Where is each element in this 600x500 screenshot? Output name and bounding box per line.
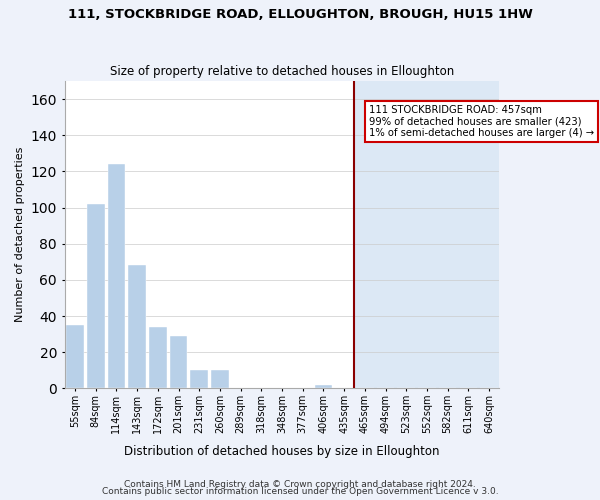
Y-axis label: Number of detached properties: Number of detached properties	[15, 147, 25, 322]
Bar	[170, 336, 187, 388]
Text: 111 STOCKBRIDGE ROAD: 457sqm
99% of detached houses are smaller (423)
1% of semi: 111 STOCKBRIDGE ROAD: 457sqm 99% of deta…	[369, 104, 594, 138]
Bar	[211, 370, 229, 388]
Bar	[87, 204, 104, 388]
X-axis label: Distribution of detached houses by size in Elloughton: Distribution of detached houses by size …	[124, 444, 440, 458]
Bar	[66, 325, 84, 388]
Text: 111, STOCKBRIDGE ROAD, ELLOUGHTON, BROUGH, HU15 1HW: 111, STOCKBRIDGE ROAD, ELLOUGHTON, BROUG…	[68, 8, 532, 20]
Bar	[149, 327, 167, 388]
Bar	[128, 266, 146, 388]
Bar	[107, 164, 125, 388]
Bar	[355, 81, 499, 388]
Title: Size of property relative to detached houses in Elloughton: Size of property relative to detached ho…	[110, 66, 454, 78]
Text: Contains HM Land Registry data © Crown copyright and database right 2024.: Contains HM Land Registry data © Crown c…	[124, 480, 476, 489]
Text: Contains public sector information licensed under the Open Government Licence v : Contains public sector information licen…	[101, 488, 499, 496]
Bar	[190, 370, 208, 388]
Bar	[314, 384, 332, 388]
